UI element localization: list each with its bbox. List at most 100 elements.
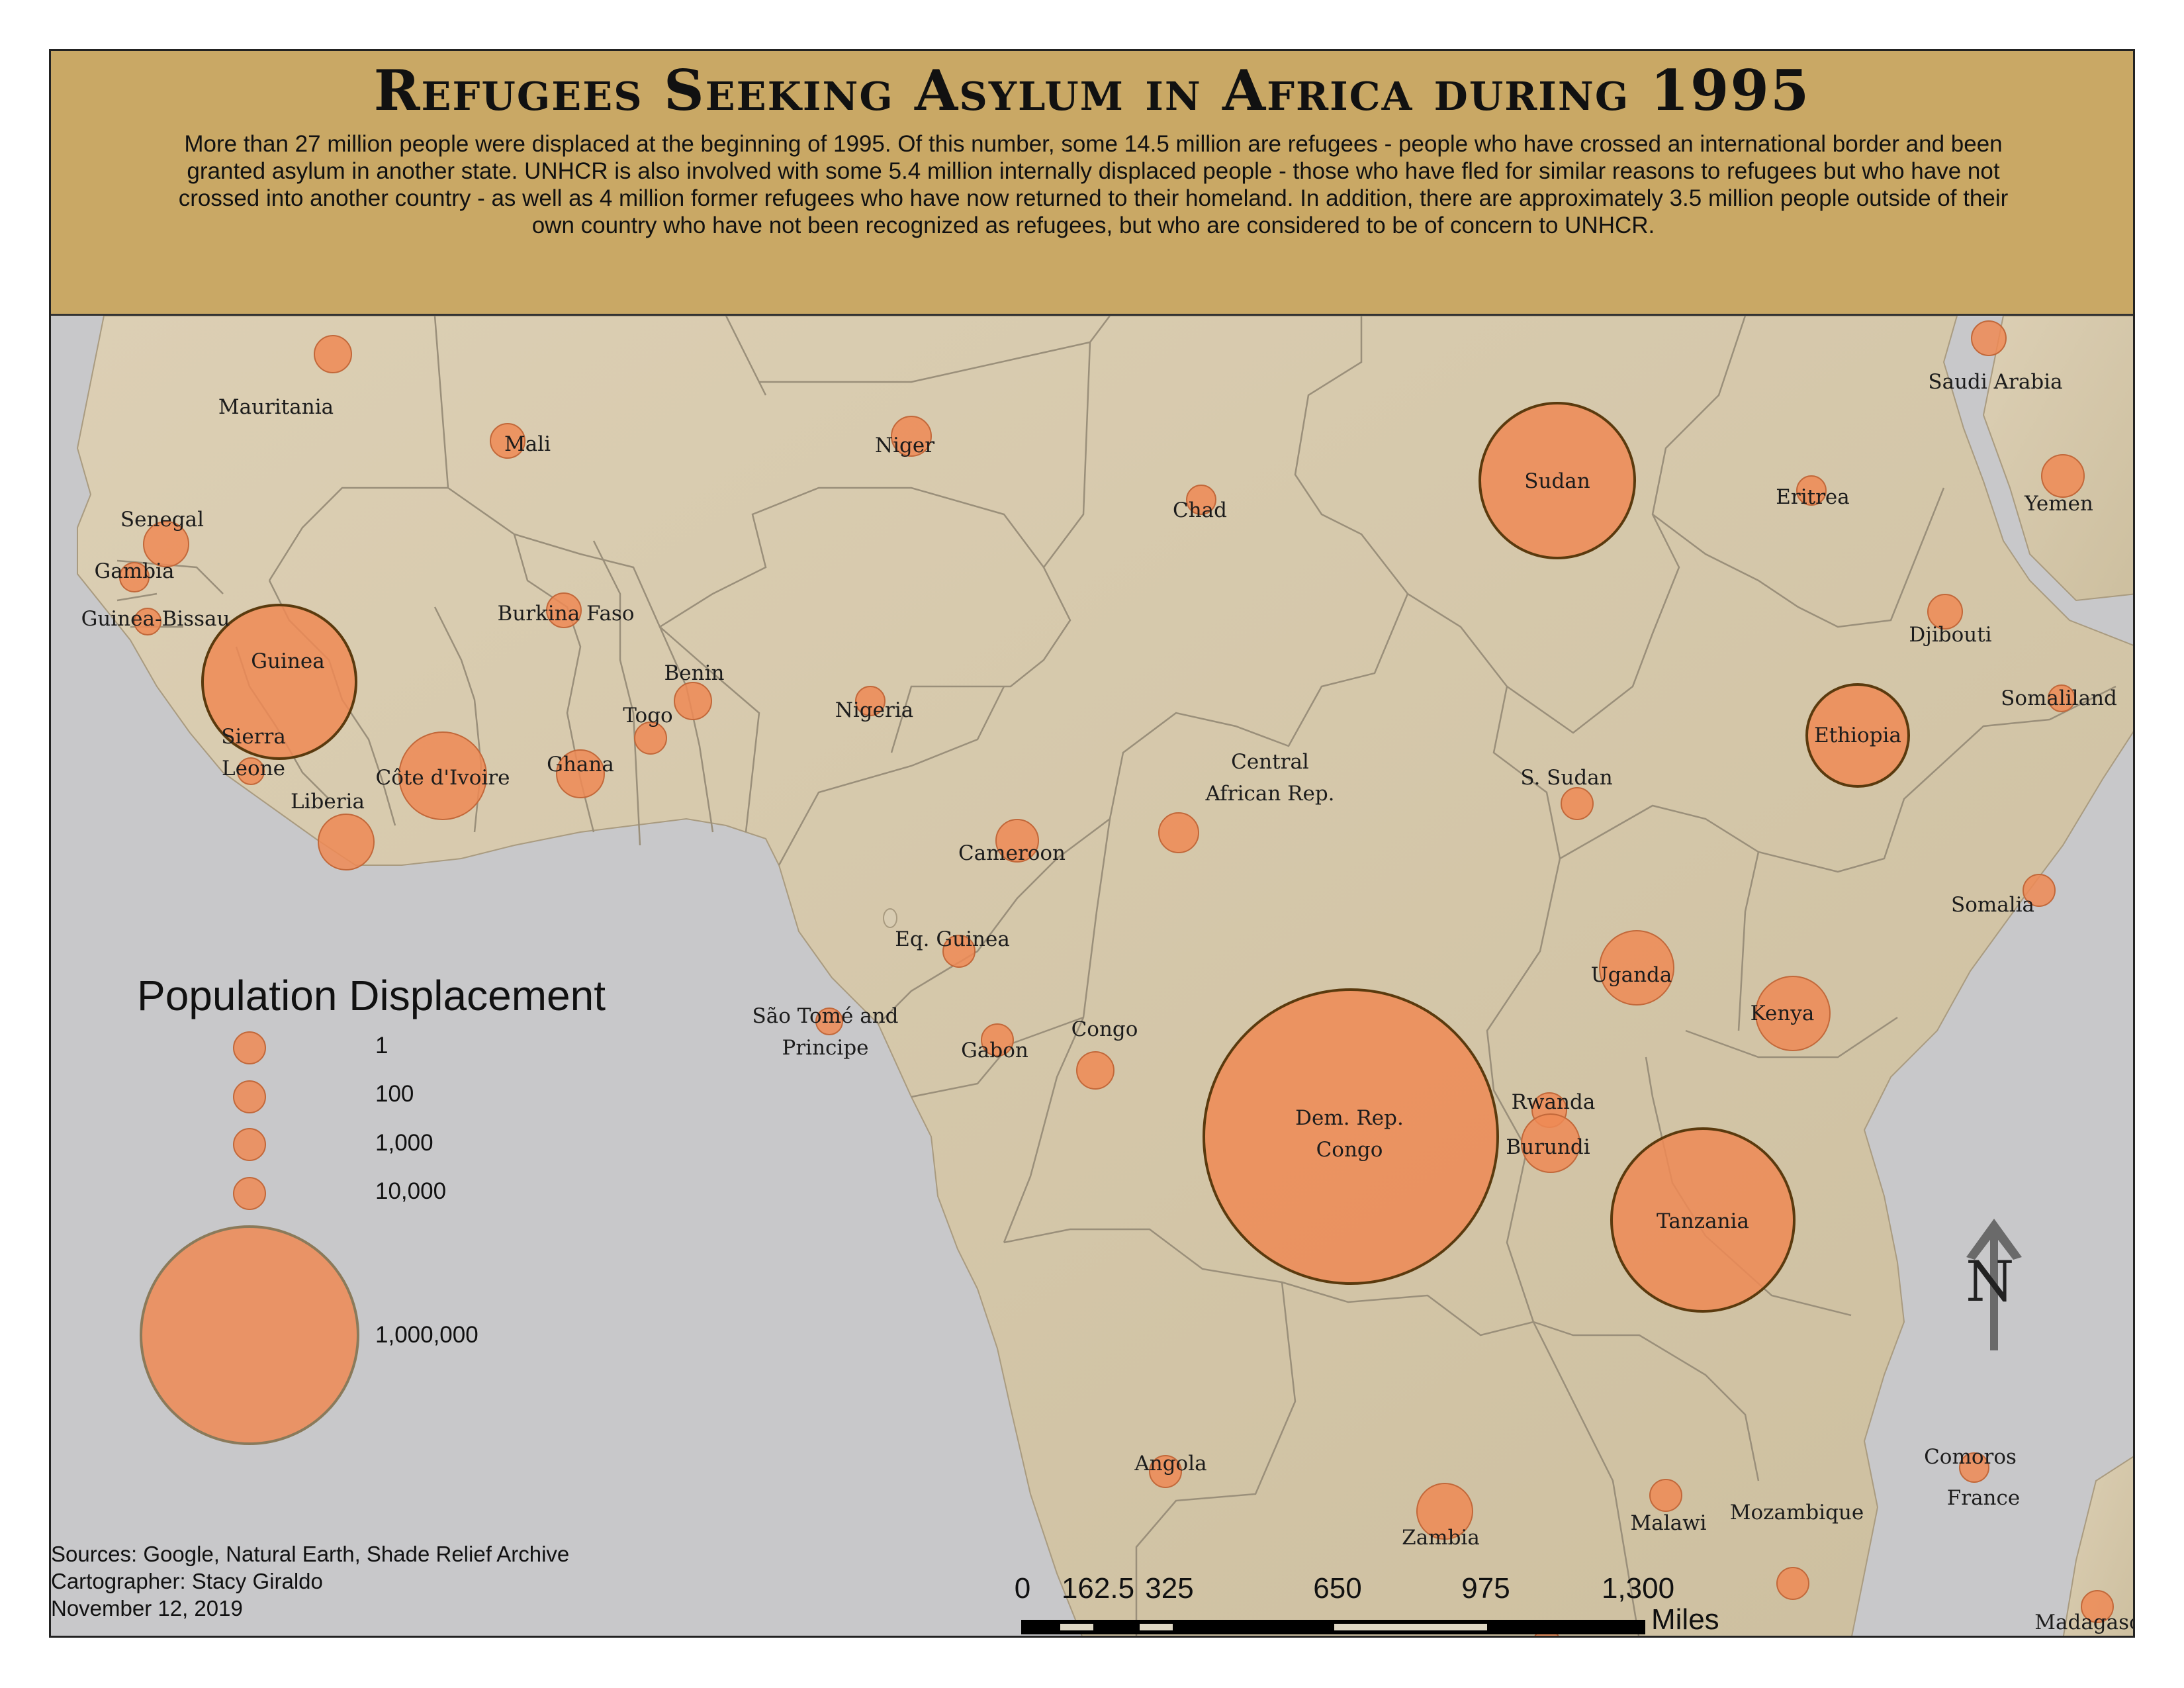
bubbles — [119, 320, 2114, 1636]
label-somaliland: Somaliland — [2001, 686, 2117, 710]
label-mali: Mali — [504, 432, 551, 456]
bubble-senegal — [143, 521, 189, 567]
scale-bar — [1021, 1620, 1645, 1634]
label-gambia: Gambia — [95, 559, 175, 583]
label-burundi: Burundi — [1506, 1135, 1590, 1159]
label-angola: Angola — [1134, 1452, 1206, 1476]
label-togo: Togo — [623, 704, 672, 727]
label-eq-guinea: Eq. Guinea — [895, 927, 1010, 951]
scale-tick-650: 650 — [1313, 1572, 1362, 1605]
africa-landmass — [76, 316, 2133, 1636]
madagascar-landmass — [2062, 1456, 2133, 1636]
bubble-niger — [891, 416, 932, 457]
bubble-angola — [1149, 1455, 1182, 1488]
bubble-madagascar — [2081, 1590, 2114, 1623]
bubble-guinea-bissau — [134, 608, 161, 635]
bubble-djibouti — [1927, 594, 1963, 630]
bubble-eq-guinea — [942, 935, 976, 968]
label-mauritania: Mauritania — [218, 395, 334, 419]
bubble-ghana — [556, 749, 605, 798]
legend-bubble-1000000 — [140, 1225, 359, 1445]
map-description: More than 27 million people were displac… — [178, 131, 2009, 238]
label-cote-divoire: Côte d'Ivoire — [376, 766, 510, 790]
label-tanzania: Tanzania — [1657, 1209, 1749, 1233]
label-sierra-leone: Sierra Leone — [221, 725, 286, 780]
label-kenya: Kenya — [1751, 1002, 1815, 1025]
label-sao-tome: São Tomé and Principe — [752, 1004, 898, 1060]
country-labels: Mauritania Mali Niger Chad Sudan Eritrea… — [81, 370, 2135, 1634]
label-eritrea: Eritrea — [1776, 485, 1849, 509]
sources-block: Sources: Google, Natural Earth, Shade Re… — [51, 1540, 569, 1622]
label-nigeria: Nigeria — [835, 698, 913, 722]
bubble-gabon — [981, 1023, 1014, 1056]
bubble-liberia — [318, 814, 375, 870]
label-s-sudan: S. Sudan — [1520, 766, 1612, 790]
bubble-malawi — [1649, 1479, 1682, 1512]
bubble-cameroon — [995, 819, 1039, 863]
bubble-saudi-arabia — [1971, 320, 2007, 356]
bubble-uganda — [1599, 930, 1674, 1006]
legend-bubble-100 — [233, 1080, 266, 1113]
label-sudan: Sudan — [1524, 469, 1590, 493]
label-cameroon: Cameroon — [958, 841, 1066, 865]
bubble-sudan — [1479, 402, 1636, 559]
bubble-nigeria — [855, 686, 886, 716]
label-senegal: Senegal — [120, 508, 204, 532]
label-guinea: Guinea — [251, 649, 324, 673]
label-zambia: Zambia — [1402, 1526, 1480, 1550]
bubble-guinea — [201, 604, 357, 760]
north-label: N — [1966, 1249, 2015, 1314]
bubble-comoros — [1959, 1452, 1989, 1483]
label-mozambique: Mozambique — [1730, 1501, 1864, 1524]
bubble-sierra-leone — [237, 757, 265, 785]
legend-bubble-10000 — [233, 1177, 266, 1210]
label-malawi: Malawi — [1630, 1511, 1706, 1535]
label-chad: Chad — [1173, 498, 1227, 522]
legend-label-100: 100 — [375, 1081, 414, 1107]
bubble-cote-divoire — [398, 731, 487, 820]
legend-bubble-1 — [233, 1031, 266, 1064]
label-central-african-rep: Central African Rep. — [1205, 750, 1334, 806]
label-somalia: Somalia — [1951, 893, 2034, 917]
label-djibouti: Djibouti — [1909, 623, 1991, 647]
label-uganda: Uganda — [1591, 963, 1672, 987]
label-madagascar: Madagascar — [2034, 1611, 2135, 1634]
scale-unit: Miles — [1651, 1603, 1719, 1636]
legend-bubble-1000 — [233, 1128, 266, 1161]
bubble-benin — [674, 682, 712, 720]
bubble-dem-rep-congo — [1203, 988, 1499, 1285]
scale-tick-162: 162.5 — [1061, 1572, 1135, 1605]
map-frame: Refugees Seeking Asylum in Africa during… — [49, 49, 2135, 1638]
scale-tick-0: 0 — [1014, 1572, 1031, 1605]
legend-title: Population Displacement — [137, 972, 606, 1019]
legend-symbols — [140, 1031, 359, 1445]
bubble-togo — [634, 722, 667, 755]
label-niger: Niger — [875, 434, 934, 457]
bubble-mauritania — [314, 335, 352, 373]
label-burkina-faso: Burkina Faso — [497, 602, 634, 626]
scale-tick-325: 325 — [1145, 1572, 1194, 1605]
label-ethiopia: Ethiopia — [1814, 724, 1901, 747]
label-gabon: Gabon — [961, 1039, 1028, 1062]
bubble-sao-tome — [815, 1008, 843, 1035]
bioko-island — [883, 908, 897, 928]
bubble-somalia — [2023, 874, 2056, 907]
bubble-eritrea — [1796, 475, 1827, 506]
header-panel: Refugees Seeking Asylum in Africa during… — [51, 51, 2133, 316]
north-arrow-icon — [1966, 1219, 2022, 1350]
label-ghana: Ghana — [547, 753, 614, 776]
bubble-ethiopia — [1805, 683, 1910, 788]
bubble-gambia — [119, 562, 150, 592]
label-benin: Benin — [664, 661, 725, 685]
label-dem-rep-congo: Dem. Rep. Congo — [1295, 1106, 1404, 1162]
cartographer-line: Cartographer: Stacy Giraldo — [51, 1569, 323, 1593]
bubble-kenya — [1755, 976, 1831, 1051]
scale-tick-1300: 1,300 — [1601, 1572, 1675, 1605]
bubble-congo — [1076, 1051, 1115, 1090]
label-guinea-bissau: Guinea-Bissau — [81, 607, 230, 631]
legend-label-1: 1 — [375, 1033, 388, 1058]
scale-tick-975: 975 — [1461, 1572, 1510, 1605]
map-title: Refugees Seeking Asylum in Africa during… — [373, 58, 1811, 123]
label-congo: Congo — [1071, 1017, 1138, 1041]
bubble-central-african-rep — [1158, 812, 1199, 853]
